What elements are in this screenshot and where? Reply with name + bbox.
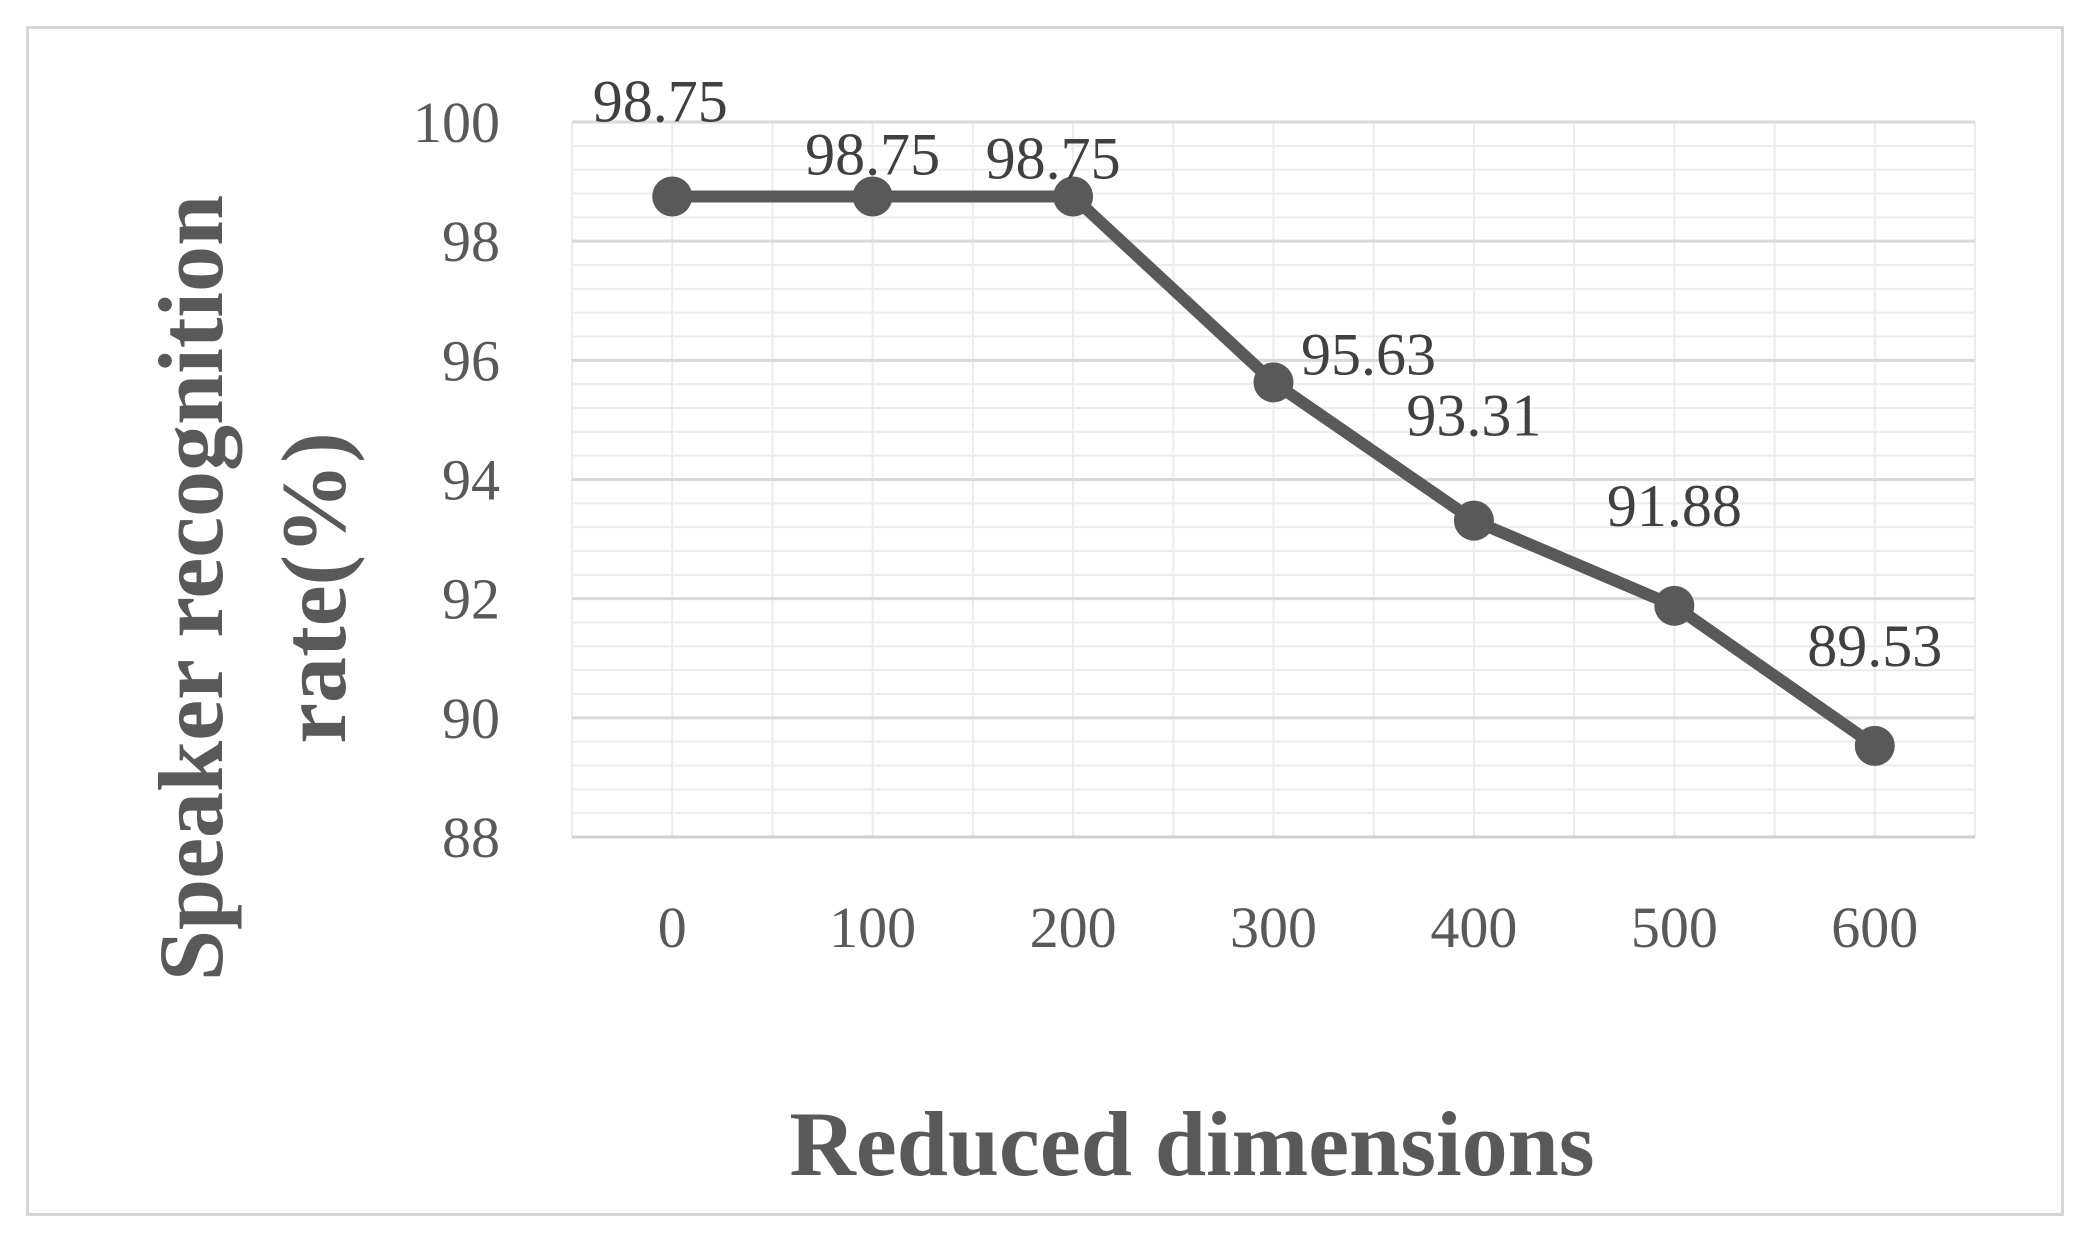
y-axis-title-line-1: Speaker recognition [140, 195, 242, 981]
data-label: 91.88 [1607, 473, 1742, 539]
y-tick-label: 88 [442, 805, 500, 870]
x-axis-ticks: 0 100 200 300 400 500 600 [658, 895, 1919, 960]
y-tick-label: 92 [442, 567, 500, 632]
data-label: 98.75 [805, 121, 940, 187]
y-tick-label: 98 [442, 209, 500, 274]
data-label: 95.63 [1301, 321, 1436, 387]
data-point [1854, 725, 1895, 766]
data-label: 98.75 [986, 125, 1121, 191]
x-tick-label: 100 [829, 895, 916, 960]
y-tick-label: 100 [413, 90, 500, 155]
x-tick-label: 200 [1030, 895, 1117, 960]
x-tick-label: 0 [658, 895, 687, 960]
grid [571, 120, 1976, 839]
x-tick-label: 400 [1430, 895, 1517, 960]
y-tick-label: 94 [442, 448, 500, 513]
chart-frame [26, 26, 2064, 1216]
x-axis-title: Reduced dimensions [789, 1093, 1594, 1195]
x-tick-label: 500 [1631, 895, 1718, 960]
data-point [652, 176, 693, 217]
data-point [1053, 176, 1094, 217]
data-label: 89.53 [1807, 613, 1942, 679]
data-label: 93.31 [1406, 383, 1541, 449]
data-point [1253, 362, 1294, 403]
y-tick-label: 90 [442, 686, 500, 751]
y-axis-ticks: 100 98 96 94 92 90 88 [413, 90, 500, 870]
data-point [1453, 500, 1494, 541]
y-axis-title: Speaker recognition rate(%) [140, 195, 365, 981]
x-tick-label: 300 [1230, 895, 1317, 960]
series-markers [652, 176, 1895, 766]
y-tick-label: 96 [442, 328, 500, 393]
data-point [852, 176, 893, 217]
x-tick-label: 600 [1831, 895, 1918, 960]
data-point [1654, 585, 1695, 626]
data-label: 98.75 [593, 68, 728, 134]
y-axis-title-line-2: rate(%) [263, 432, 365, 744]
